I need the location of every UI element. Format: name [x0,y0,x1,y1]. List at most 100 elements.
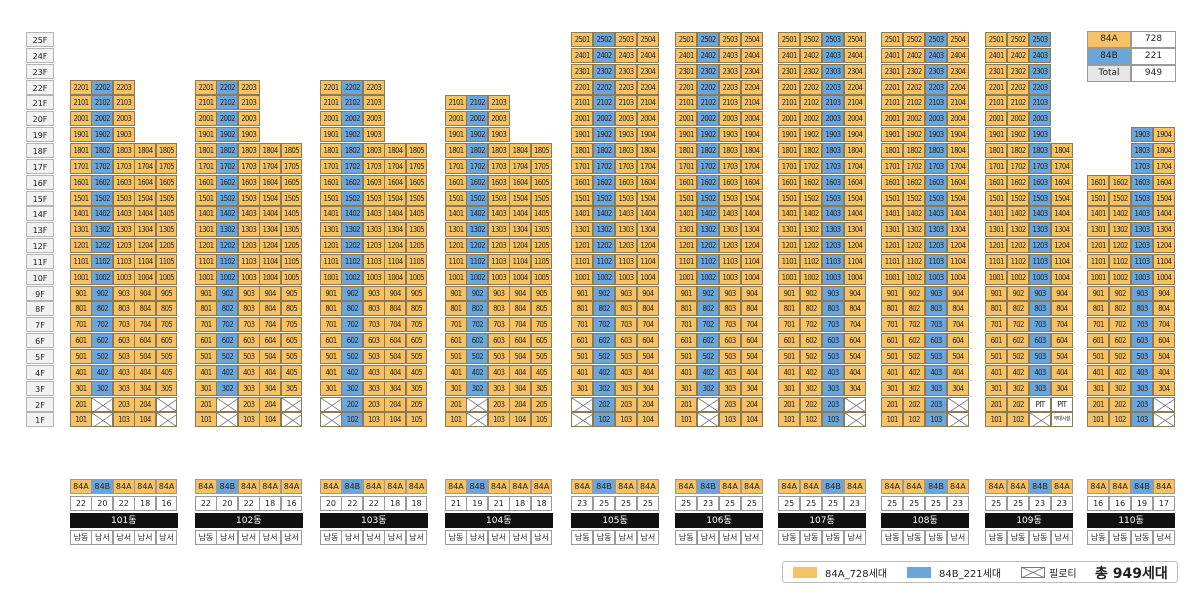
unit-cell: 1702 [799,158,823,174]
unit-cell: 1702 [592,158,616,174]
unit-cell: 1602 [466,174,489,190]
unit-cell: 2103 [362,95,385,111]
footer-orientation: 남동 [1130,530,1154,545]
unit-cell: 1601 [1087,174,1110,190]
unit-cell: 2404 [740,47,764,63]
unit-cell: 802 [216,301,239,317]
unit-cell: 1403 [718,206,742,222]
unit-cell: 903 [487,285,510,301]
unit-cell: 103 [614,412,638,428]
unit-cell: 1301 [881,222,904,238]
unit-cell: 803 [487,301,510,317]
floor-label: 18F [26,142,54,158]
unit-cell: 701 [1087,317,1110,333]
unit-cell: 202 [341,396,364,412]
unit-cell: 1304 [134,222,157,238]
unit-cell: 1704 [134,158,157,174]
unit-cell: 304 [946,380,970,396]
unit-cell: 101 [195,412,217,428]
floor-label: 8F [26,301,54,317]
pilotis-cell [280,396,303,412]
unit-cell: 2304 [636,63,660,79]
unit-cell: 803 [112,301,135,317]
floor-label: 4F [26,364,54,380]
unit-cell: 1803 [924,142,948,158]
footer-orientation: 남서 [509,530,532,545]
unit-cell: 702 [91,317,114,333]
footer-unit-count: 18 [509,496,532,511]
unit-cell: 1201 [881,238,904,254]
unit-cell: 1302 [696,222,720,238]
unit-cell: 1804 [509,142,532,158]
footer-unit-count: 23 [946,496,970,511]
unit-cell: 1803 [614,142,638,158]
unit-cell: 1503 [237,190,260,206]
unit-cell: 504 [636,349,660,364]
unit-cell: 2001 [445,111,467,127]
unit-cell: 102 [1006,412,1030,428]
unit-cell: 1203 [362,238,385,254]
unit-cell: 2204 [740,79,764,95]
footer-unit-type: 84A [985,479,1008,494]
unit-cell: 1401 [320,206,342,222]
unit-cell: 402 [799,364,823,380]
unit-cell: 2204 [636,79,660,95]
footer-unit-count: 19 [466,496,489,511]
unit-cell: 2302 [696,63,720,79]
unit-cell: 2102 [216,95,239,111]
unit-cell: 1402 [466,206,489,222]
unit-cell: 1702 [696,158,720,174]
footer-unit-count: 23 [571,496,594,511]
unit-cell: 1904 [636,127,660,143]
footer-unit-count: 25 [902,496,926,511]
unit-cell: 302 [91,380,114,396]
unit-cell: 701 [195,317,217,333]
unit-cell: 902 [799,285,823,301]
unit-cell: 1102 [592,253,616,269]
unit-cell: 903 [718,285,742,301]
unit-cell: 1202 [902,238,926,254]
unit-cell: 1702 [216,158,239,174]
unit-cell: 804 [134,301,157,317]
unit-cell: 1602 [1006,174,1030,190]
unit-cell: 603 [112,333,135,349]
footer-unit-type: 84A [636,479,660,494]
unit-cell: 404 [1152,364,1176,380]
building-name: 104동 [445,513,553,528]
unit-cell: 2402 [799,47,823,63]
unit-cell: 702 [1006,317,1030,333]
unit-cell: 1303 [487,222,510,238]
unit-cell: 1404 [1050,206,1074,222]
footer-unit-count: 22 [195,496,217,511]
unit-cell: 103 [487,412,510,428]
unit-cell: 904 [1050,285,1074,301]
unit-cell: 203 [237,396,260,412]
unit-cell: 2001 [881,111,904,127]
unit-cell: 2301 [675,63,698,79]
unit-cell: 1701 [675,158,698,174]
unit-cell: 402 [902,364,926,380]
unit-cell: 1605 [280,174,303,190]
unit-cell: 1205 [155,238,178,254]
unit-cell: 1303 [237,222,260,238]
unit-cell: 404 [259,364,282,380]
unit-cell: 903 [112,285,135,301]
unit-cell: 1202 [1006,238,1030,254]
unit-cell: 904 [1152,285,1176,301]
footer-unit-type: 84A [902,479,926,494]
unit-cell: 2201 [675,79,698,95]
floor-label: 5F [26,349,54,364]
unit-cell: 1404 [259,206,282,222]
unit-cell: 2303 [924,63,948,79]
unit-cell: 1601 [985,174,1008,190]
footer-unit-type: 84A [1108,479,1132,494]
footer-unit-type: 84A [280,479,303,494]
footer-unit-count: 18 [134,496,157,511]
unit-cell: 2101 [70,95,92,111]
unit-cell: 705 [155,317,178,333]
unit-cell: 703 [821,317,845,333]
unit-cell: 601 [70,333,92,349]
unit-cell: 2202 [592,79,616,95]
unit-cell: 401 [675,364,698,380]
unit-cell: 1204 [1152,238,1176,254]
